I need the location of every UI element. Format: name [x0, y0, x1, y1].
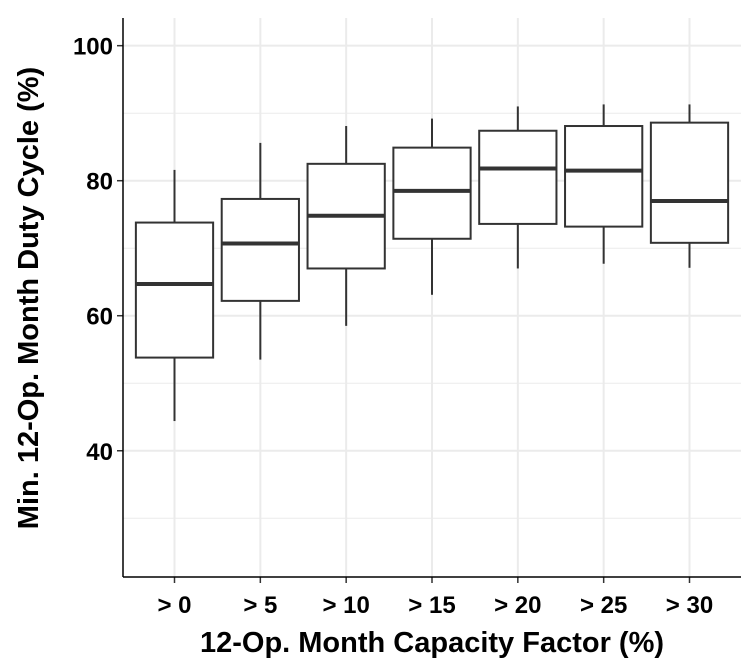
y-tick-label: 100 — [73, 34, 113, 61]
y-axis-title: Min. 12-Op. Month Duty Cycle (%) — [13, 67, 45, 529]
x-tick-label: > 15 — [408, 592, 455, 619]
box — [478, 129, 558, 225]
y-tick-label: 40 — [86, 439, 113, 466]
box — [564, 125, 644, 228]
x-tick-label: > 10 — [322, 592, 369, 619]
box — [649, 121, 730, 244]
x-tick-label: > 20 — [494, 592, 541, 619]
x-tick-label: > 30 — [666, 592, 713, 619]
y-tick-label: 80 — [86, 169, 113, 196]
y-tick-label: 60 — [86, 304, 113, 331]
box — [134, 221, 215, 359]
x-tick-label: > 5 — [243, 592, 277, 619]
box — [220, 197, 300, 302]
x-axis-title: 12-Op. Month Capacity Factor (%) — [200, 627, 664, 659]
x-tick-label: > 25 — [580, 592, 627, 619]
x-tick-label: > 0 — [157, 592, 191, 619]
box — [392, 146, 472, 240]
